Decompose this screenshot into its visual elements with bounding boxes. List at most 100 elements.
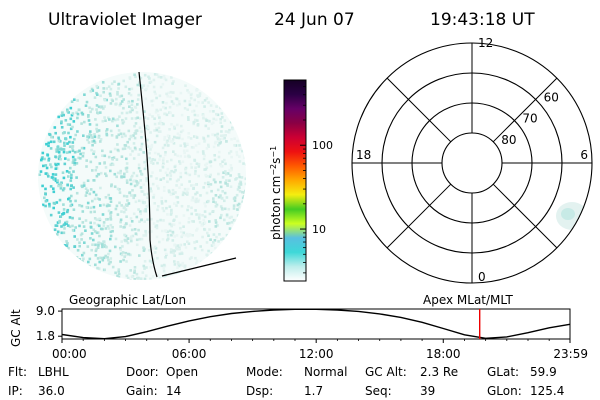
emission-pixel	[157, 152, 160, 156]
emission-pixel	[209, 164, 213, 168]
emission-pixel	[162, 156, 165, 160]
emission-pixel	[129, 238, 133, 241]
emission-pixel	[178, 162, 182, 165]
emission-pixel	[163, 143, 167, 147]
emission-pixel	[108, 249, 112, 253]
status-key: Dsp:	[246, 384, 273, 398]
emission-pixel	[80, 122, 83, 125]
emission-pixel	[207, 256, 211, 259]
emission-pixel	[139, 169, 142, 173]
emission-pixel	[203, 181, 207, 185]
emission-pixel	[78, 244, 81, 248]
emission-pixel	[146, 218, 149, 221]
emission-pixel	[44, 172, 48, 175]
emission-pixel	[122, 98, 125, 101]
emission-pixel	[73, 150, 77, 154]
emission-pixel	[178, 244, 181, 247]
emission-pixel	[46, 153, 49, 156]
emission-pixel	[101, 243, 104, 246]
emission-pixel	[70, 113, 74, 117]
mlt-meridian	[386, 183, 452, 249]
emission-pixel	[85, 159, 88, 162]
emission-pixel	[130, 174, 134, 178]
emission-pixel	[161, 159, 165, 162]
emission-pixel	[142, 151, 145, 154]
emission-pixel	[197, 162, 201, 166]
emission-pixel	[139, 76, 143, 80]
emission-pixel	[190, 166, 193, 169]
emission-pixel	[221, 160, 224, 163]
emission-pixel	[241, 149, 244, 153]
emission-pixel	[95, 104, 99, 107]
emission-pixel	[93, 221, 96, 225]
emission-pixel	[190, 199, 194, 202]
emission-pixel	[78, 241, 81, 244]
emission-pixel	[115, 102, 118, 106]
emission-pixel	[229, 150, 233, 153]
emission-pixel	[59, 215, 63, 218]
emission-pixel	[169, 111, 172, 115]
emission-pixel	[121, 118, 124, 122]
emission-pixel	[244, 177, 246, 181]
emission-pixel	[129, 110, 132, 113]
emission-pixel	[186, 240, 189, 243]
emission-pixel	[216, 139, 220, 143]
emission-pixel	[132, 142, 136, 145]
emission-pixel	[66, 108, 69, 112]
emission-pixel	[149, 131, 152, 134]
emission-pixel	[225, 213, 229, 217]
emission-pixel	[220, 207, 224, 210]
emission-pixel	[54, 163, 58, 167]
emission-pixel	[119, 102, 123, 105]
emission-pixel	[220, 125, 224, 128]
emission-pixel	[98, 260, 101, 264]
emission-pixel	[180, 230, 183, 234]
emission-pixel	[56, 180, 59, 184]
emission-pixel	[125, 274, 129, 278]
emission-pixel	[104, 166, 108, 169]
emission-pixel	[168, 105, 172, 109]
emission-pixel	[72, 159, 75, 162]
emission-pixel	[113, 80, 116, 83]
emission-pixel	[149, 145, 152, 148]
emission-pixel	[89, 160, 93, 164]
emission-pixel	[75, 256, 79, 259]
emission-pixel	[243, 156, 246, 159]
emission-pixel	[97, 105, 101, 109]
emission-pixel	[243, 153, 246, 157]
emission-pixel	[128, 224, 132, 227]
emission-pixel	[202, 186, 205, 189]
emission-pixel	[196, 227, 199, 231]
emission-pixel	[153, 151, 157, 155]
emission-pixel	[184, 167, 187, 171]
emission-pixel	[179, 171, 183, 175]
emission-pixel	[153, 140, 157, 144]
emission-pixel	[68, 123, 72, 126]
emission-pixel	[105, 87, 108, 90]
emission-pixel	[159, 178, 163, 181]
emission-pixel	[125, 260, 128, 263]
emission-pixel	[102, 224, 106, 227]
emission-pixel	[154, 225, 158, 228]
emission-pixel	[57, 151, 61, 154]
emission-pixel	[221, 190, 224, 193]
emission-pixel	[102, 107, 105, 110]
emission-pixel	[187, 154, 190, 158]
emission-pixel	[138, 220, 141, 223]
emission-pixel	[145, 179, 148, 183]
emission-pixel	[188, 100, 191, 103]
emission-pixel	[129, 147, 132, 150]
emission-pixel	[151, 162, 155, 165]
emission-pixel	[187, 136, 190, 139]
emission-pixel	[94, 254, 98, 257]
emission-pixel	[203, 215, 207, 219]
emission-pixel	[194, 192, 197, 196]
emission-pixel	[133, 146, 137, 150]
emission-pixel	[175, 104, 179, 107]
emission-pixel	[178, 186, 181, 189]
emission-pixel	[62, 148, 66, 151]
emission-pixel	[96, 257, 100, 260]
emission-pixel	[180, 204, 184, 208]
emission-pixel	[124, 85, 128, 89]
emission-pixel	[159, 154, 162, 158]
